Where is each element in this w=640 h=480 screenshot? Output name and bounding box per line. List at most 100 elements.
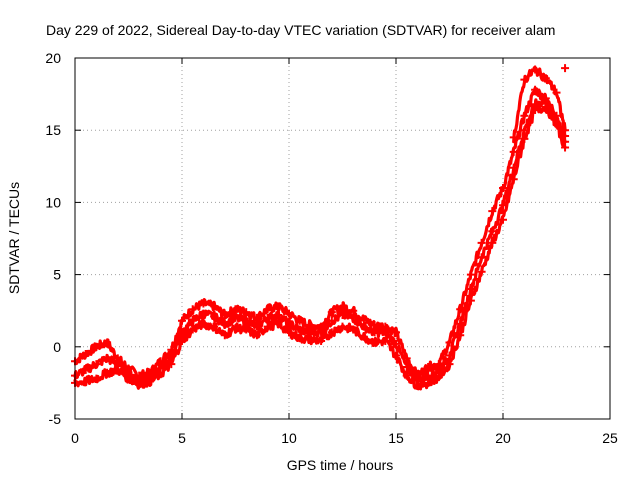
x-tick-label: 15 — [388, 430, 404, 446]
data-point — [424, 371, 433, 380]
data-point — [413, 381, 422, 390]
data-point — [274, 319, 283, 328]
data-point — [541, 74, 550, 83]
data-point — [199, 309, 208, 318]
data-point — [81, 377, 90, 386]
y-tick-label: 10 — [45, 194, 61, 210]
data-point — [370, 338, 379, 347]
data-point — [561, 64, 570, 73]
data-point — [359, 332, 368, 341]
data-point — [231, 313, 240, 322]
y-tick-label: 15 — [45, 122, 61, 138]
x-tick-label: 20 — [495, 430, 511, 446]
data-point — [317, 328, 326, 337]
data-point — [285, 319, 293, 328]
data-point — [103, 368, 112, 377]
data-point — [145, 377, 154, 386]
y-tick-label: -5 — [49, 411, 62, 427]
data-point — [520, 75, 529, 84]
data-point — [167, 360, 176, 369]
data-point — [135, 380, 144, 389]
data-point — [210, 322, 219, 331]
data-point — [220, 331, 229, 340]
data-point — [92, 360, 101, 369]
data-point — [349, 325, 358, 334]
data-point — [252, 331, 261, 340]
data-point — [445, 360, 454, 369]
data-point — [327, 308, 336, 317]
data-point — [285, 328, 293, 337]
data-point — [338, 302, 347, 311]
data-point — [392, 339, 400, 348]
data-point — [477, 238, 486, 247]
data-point — [81, 365, 90, 374]
y-tick-labels: -5 0 5 10 15 20 — [45, 50, 61, 427]
data-point — [499, 215, 507, 224]
data-point — [178, 328, 186, 337]
plot-frame — [74, 57, 611, 420]
data-point — [178, 316, 186, 325]
data-point — [488, 238, 497, 247]
grid-layer — [75, 58, 610, 419]
data-point — [552, 88, 561, 97]
data-point — [113, 365, 122, 374]
data-point — [488, 227, 497, 236]
data-point — [263, 313, 272, 322]
data-point — [274, 311, 283, 320]
data-point — [520, 111, 529, 120]
data-point — [188, 316, 197, 325]
data-point — [541, 103, 550, 112]
data-point — [327, 328, 336, 337]
data-point — [81, 350, 90, 359]
data-point — [509, 175, 518, 184]
data-point — [199, 299, 208, 308]
data-point — [103, 338, 112, 347]
data-point — [263, 305, 272, 314]
data-point — [424, 378, 433, 387]
data-point — [263, 322, 272, 331]
data-point — [349, 306, 358, 315]
data-point — [456, 331, 465, 340]
y-tick-label: 20 — [45, 50, 61, 66]
data-point — [274, 302, 283, 311]
data-point — [424, 363, 433, 372]
data-point — [359, 322, 368, 331]
data-point — [295, 316, 304, 325]
data-point — [499, 183, 507, 192]
data-point — [466, 296, 475, 305]
data-point — [178, 337, 186, 346]
data-point — [392, 351, 400, 360]
data-point — [338, 311, 347, 320]
x-axis-label: GPS time / hours — [287, 457, 394, 473]
data-point — [306, 335, 315, 344]
data-point — [242, 325, 251, 334]
data-point — [370, 328, 379, 337]
data-point — [327, 316, 336, 325]
data-point — [285, 309, 293, 318]
data-point — [220, 311, 229, 320]
data-point — [509, 133, 518, 142]
data-point — [231, 305, 240, 314]
y-axis-label: SDTVAR / TECUs — [6, 182, 22, 294]
series-layer — [71, 64, 570, 391]
data-point — [392, 328, 400, 337]
data-point — [561, 126, 570, 135]
data-point — [338, 322, 347, 331]
data-point — [466, 285, 475, 294]
data-point — [242, 316, 251, 325]
data-point — [188, 305, 197, 314]
data-point — [210, 312, 219, 321]
data-point — [402, 371, 411, 380]
data-point — [92, 342, 101, 351]
data-point — [381, 328, 390, 337]
x-tick-label: 5 — [178, 430, 186, 446]
data-point — [156, 370, 165, 379]
data-point — [488, 207, 497, 216]
chart-title: Day 229 of 2022, Sidereal Day-to-day VTE… — [46, 22, 555, 38]
data-point — [381, 337, 390, 346]
data-point — [531, 85, 540, 94]
data-point — [242, 308, 251, 317]
x-tick-labels: 0 5 10 15 20 25 — [71, 430, 618, 446]
y-tick-label: 5 — [53, 267, 61, 283]
x-tick-label: 25 — [602, 430, 618, 446]
